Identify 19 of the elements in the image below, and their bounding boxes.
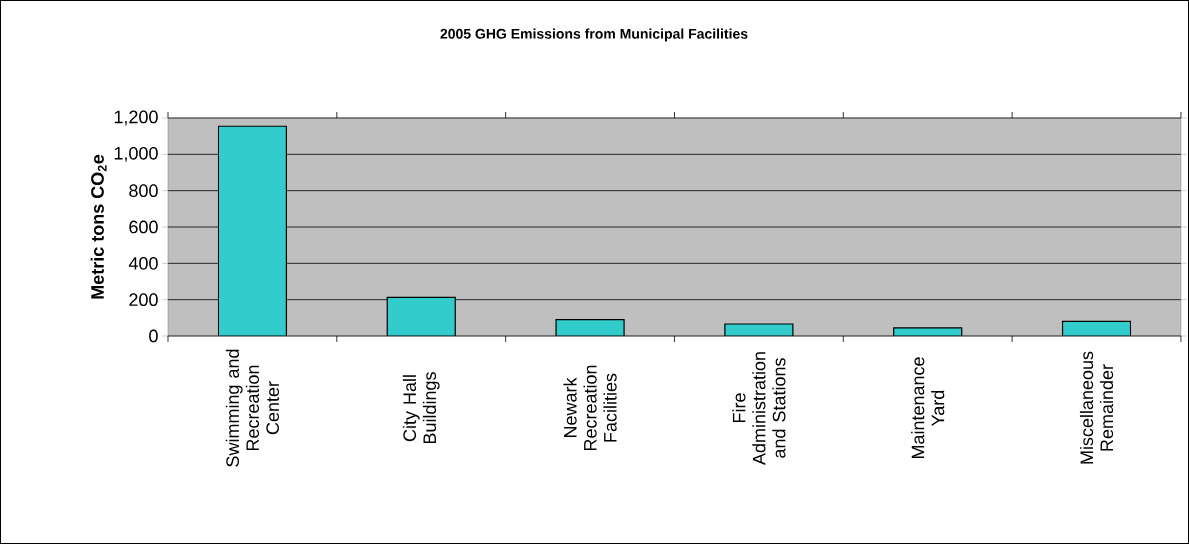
y-tick-label: 1,200 [114,110,158,126]
bar [893,327,963,337]
x-tick-label: Fire Administration and Stations [732,352,786,466]
y-tick-label: 400 [128,256,158,270]
y-axis-title: Metric tons CO$_{2}$e [90,154,107,299]
chart-title: 2005 GHG Emissions from Municipal Facilities [440,28,748,42]
y-tick-label: 600 [129,220,158,234]
bar [555,319,625,337]
x-tick-label: Maintenance Yard [911,357,945,459]
x-tick-label: Swimming and Recreation Center [225,349,280,467]
y-tick-label: 200 [129,293,158,307]
y-tick-label: 0 [149,329,158,343]
x-tick-label: City Hall Buildings [402,372,440,444]
y-tick-label: 800 [129,184,158,198]
x-tick-label: Miscellaneous Remainder [1079,351,1114,464]
bar [1061,320,1132,337]
y-tick-label: 1,000 [114,146,158,162]
x-tick-label: Newark Recreation Facilities [563,365,617,451]
bar [724,323,794,337]
